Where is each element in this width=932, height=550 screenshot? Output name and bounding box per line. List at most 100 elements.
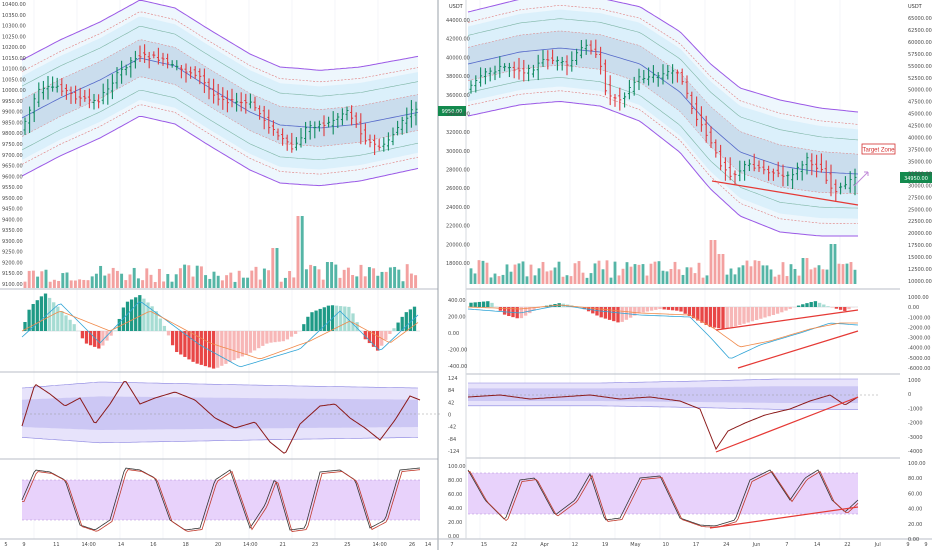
volume-bar bbox=[115, 270, 119, 288]
volume-bar bbox=[709, 240, 713, 284]
volume-bar bbox=[36, 276, 40, 288]
macd-bar bbox=[220, 331, 224, 366]
volume-bar bbox=[477, 260, 481, 284]
macd-bar bbox=[216, 331, 220, 368]
macd-bar bbox=[498, 307, 503, 311]
volume-bar bbox=[821, 269, 825, 284]
macd-bar bbox=[318, 308, 322, 331]
right-unit-label-right: USDT bbox=[908, 4, 923, 10]
volume-bar bbox=[187, 265, 191, 288]
right-price-tick: 30000.00 bbox=[908, 183, 932, 189]
macd-bar bbox=[101, 331, 105, 346]
left-time-tick: 26 bbox=[409, 542, 415, 548]
right-stoch-tick: 80.00 bbox=[908, 476, 922, 482]
macd-bar bbox=[388, 331, 392, 334]
macd-bar bbox=[289, 331, 294, 337]
macd-bar bbox=[93, 331, 97, 347]
right-price-tag: 34950.00 bbox=[900, 172, 932, 183]
left-price-tick: 10250.00 bbox=[2, 34, 26, 40]
macd-bar bbox=[273, 331, 277, 343]
volume-bar bbox=[338, 277, 342, 288]
channel-band-line bbox=[21, 26, 419, 97]
volume-bar bbox=[721, 254, 725, 284]
left-stochastic-pane bbox=[21, 467, 421, 532]
left-stoch-tick: 60.00 bbox=[448, 492, 462, 498]
left-macd-tick: -200.00 bbox=[448, 348, 467, 354]
volume-bar bbox=[359, 264, 363, 288]
macd-bar bbox=[666, 307, 671, 310]
volume-bar bbox=[697, 262, 701, 284]
macd-bar bbox=[654, 307, 658, 310]
right-left-price-tick: 34000.00 bbox=[446, 111, 470, 117]
macd-bar bbox=[511, 307, 515, 318]
macd-bar bbox=[166, 331, 171, 336]
left-price-tick: 9600.00 bbox=[2, 174, 23, 180]
macd-bar bbox=[502, 307, 507, 315]
volume-bar bbox=[613, 261, 617, 284]
volume-bar bbox=[665, 271, 669, 284]
macd-bar bbox=[696, 307, 700, 321]
left-price-tick: 9400.00 bbox=[2, 217, 23, 223]
left-stoch-tick: 100.00 bbox=[448, 464, 466, 470]
volume-bar bbox=[501, 274, 505, 284]
left-time-tick: 14:00 bbox=[81, 542, 95, 548]
volume-bar bbox=[262, 268, 266, 288]
volume-bar bbox=[258, 279, 262, 288]
left-price-tick: 9500.00 bbox=[2, 196, 23, 202]
volume-bar bbox=[103, 275, 107, 288]
left-price-tick: 10350.00 bbox=[2, 13, 26, 19]
left-price-tick: 9200.00 bbox=[2, 260, 23, 266]
volume-bar bbox=[317, 269, 321, 288]
right-edge-tick-right: 9 bbox=[924, 542, 927, 548]
volume-bar bbox=[132, 267, 136, 288]
right-stoch-tick: 100.00 bbox=[908, 461, 926, 467]
trend-lines[interactable]: Target Zone bbox=[709, 143, 896, 529]
volume-bar bbox=[178, 268, 182, 288]
volume-bar bbox=[745, 260, 749, 284]
macd-bar bbox=[595, 307, 599, 316]
volume-bar bbox=[162, 281, 166, 288]
signal-line bbox=[21, 310, 419, 360]
macd-bar bbox=[97, 331, 101, 349]
volume-bar bbox=[481, 260, 485, 284]
macd-bar bbox=[750, 307, 755, 322]
macd-bar bbox=[252, 331, 257, 351]
volume-bar bbox=[853, 269, 857, 284]
left-price-tick: 9250.00 bbox=[2, 250, 23, 256]
left-time-tick: 16 bbox=[150, 542, 156, 548]
macd-bar bbox=[306, 316, 310, 331]
volume-bar bbox=[825, 269, 829, 284]
right-price-bars[interactable] bbox=[469, 39, 857, 202]
volume-bar bbox=[557, 261, 561, 284]
volume-bar bbox=[649, 263, 653, 284]
volume-bar bbox=[342, 269, 346, 288]
macd-bar bbox=[826, 306, 830, 307]
channel-band-line bbox=[467, 64, 859, 195]
volume-bar bbox=[57, 280, 61, 288]
volume-bar bbox=[283, 277, 287, 288]
volume-bar bbox=[605, 260, 609, 284]
volume-bar bbox=[141, 280, 145, 288]
target-zone-box bbox=[861, 143, 896, 155]
channel-core-fill bbox=[22, 39, 418, 147]
macd-bar bbox=[408, 309, 413, 331]
volume-bar bbox=[541, 261, 545, 284]
left-price-bars[interactable] bbox=[23, 44, 418, 156]
macd-bar bbox=[142, 298, 146, 331]
macd-bar bbox=[35, 300, 39, 331]
volume-bar bbox=[405, 264, 409, 288]
left-osc-tick: 124 bbox=[448, 376, 458, 382]
macd-bar bbox=[162, 325, 167, 331]
left-time-tick: 11 bbox=[53, 542, 59, 548]
osc-trend-line bbox=[715, 396, 859, 453]
volume-bar bbox=[271, 248, 275, 288]
macd-bar bbox=[293, 331, 298, 334]
left-price-tick: 10150.00 bbox=[2, 56, 26, 62]
volume-bar bbox=[829, 244, 833, 284]
macd-bar bbox=[620, 307, 624, 322]
right-left-price-tick: 36000.00 bbox=[446, 93, 470, 99]
left-stoch-tick: 40.00 bbox=[448, 506, 462, 512]
right-macd-tick: 1000.00 bbox=[908, 295, 929, 301]
left-osc-tick: 0 bbox=[448, 413, 451, 419]
